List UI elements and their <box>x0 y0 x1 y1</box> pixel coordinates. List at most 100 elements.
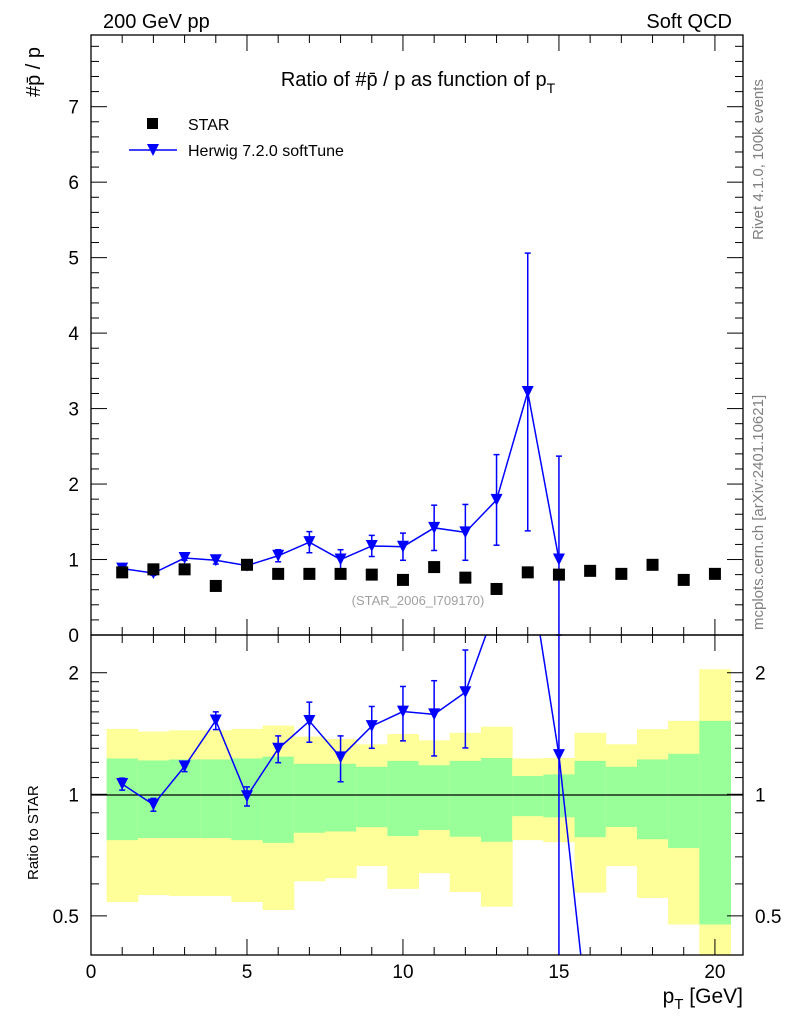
inner-uncertainty-band <box>387 760 420 837</box>
herwig-ratio-point <box>365 720 378 733</box>
inner-uncertainty-band <box>699 720 732 925</box>
ratio-y-tick-label-right: 2 <box>755 664 766 685</box>
herwig-point <box>209 554 222 567</box>
ratio-bands <box>106 669 732 955</box>
inner-uncertainty-band <box>106 758 139 841</box>
star-point <box>428 561 441 574</box>
y-axis-title: #p̄ / p <box>23 47 45 97</box>
mcplots-label: mcplots.cern.ch [arXiv:2401.10621] <box>750 395 767 630</box>
star-point <box>521 566 534 579</box>
star-point <box>240 558 253 571</box>
star-point <box>116 566 129 579</box>
ratio-y-tick-label-right: 1 <box>755 785 766 806</box>
chart-title-sub: T <box>547 80 556 96</box>
ratio-axis-ticks: 0.5 0.5 1 1 2 2 <box>53 664 782 928</box>
herwig-ratio-point <box>209 714 222 727</box>
herwig-point <box>365 539 378 552</box>
ratio-panel-frame <box>90 634 744 956</box>
star-point <box>584 564 597 577</box>
ratio-y-tick-label: 0.5 <box>53 907 79 928</box>
top-marks <box>116 252 721 635</box>
inner-uncertainty-band <box>293 763 326 833</box>
chart-title-main: Ratio of #p̄ / p as function of p <box>281 69 547 91</box>
inner-uncertainty-band <box>168 759 201 839</box>
star-point <box>147 563 160 576</box>
star-point <box>334 567 347 580</box>
inner-uncertainty-band <box>668 753 700 849</box>
star-point <box>209 579 222 592</box>
herwig-ratio-point <box>272 742 285 755</box>
star-point <box>178 563 191 576</box>
herwig-point <box>552 553 565 566</box>
inner-uncertainty-band <box>574 760 607 838</box>
legend: STAR Herwig 7.2.0 softTune <box>129 117 344 160</box>
header-left: 200 GeV pp <box>103 11 210 33</box>
herwig-point <box>459 526 472 539</box>
chart-title: Ratio of #p̄ / p as function of pT <box>281 69 556 96</box>
herwig-point <box>521 385 534 398</box>
x-tick-label: 5 <box>242 962 253 983</box>
inner-uncertainty-band <box>200 759 232 839</box>
y-tick-label: 3 <box>68 400 79 421</box>
star-point <box>459 571 472 584</box>
legend-herwig-marker <box>147 144 159 156</box>
inner-uncertainty-band <box>636 759 669 840</box>
rivet-label: Rivet 4.1.0, 100k events <box>750 79 767 240</box>
ratio-marks <box>116 635 582 955</box>
herwig-point <box>272 549 285 562</box>
x-axis-title-unit: [GeV] <box>683 985 743 1008</box>
star-point <box>303 567 316 580</box>
herwig-point <box>178 552 191 565</box>
herwig-ratio-point <box>147 798 160 811</box>
herwig-line <box>122 391 560 574</box>
legend-star-label: STAR <box>188 117 229 134</box>
herwig-point <box>303 536 316 549</box>
star-point <box>272 567 285 580</box>
herwig-ratio-point <box>459 686 472 699</box>
y-tick-label: 1 <box>68 551 79 572</box>
y-tick-label: 7 <box>68 98 79 119</box>
legend-herwig-label: Herwig 7.2.0 softTune <box>188 143 344 160</box>
inner-uncertainty-band <box>418 765 451 830</box>
header-right: Soft QCD <box>646 11 732 33</box>
herwig-ratio-point <box>178 760 191 773</box>
ratio-y-tick-label: 2 <box>68 664 79 685</box>
y-tick-label: 2 <box>68 475 79 496</box>
star-point <box>396 573 409 586</box>
herwig-point <box>396 540 409 553</box>
herwig-ratio-point <box>303 715 316 728</box>
ratio-y-axis-title: Ratio to STAR <box>25 785 42 880</box>
inner-uncertainty-band <box>356 766 388 828</box>
inner-uncertainty-band <box>512 775 544 817</box>
herwig-point <box>334 553 347 566</box>
inner-uncertainty-band <box>480 757 513 842</box>
herwig-ratio-point <box>396 705 409 718</box>
star-point <box>552 568 565 581</box>
x-axis-title-main: p <box>663 985 675 1008</box>
legend-star-marker <box>147 118 158 129</box>
y-tick-label: 0 <box>68 626 79 647</box>
y-tick-label: 4 <box>68 324 79 345</box>
x-tick-label: 20 <box>704 962 725 983</box>
herwig-ratio-point <box>552 749 565 762</box>
herwig-ratio-point <box>428 708 441 721</box>
ratio-y-tick-label: 1 <box>68 785 79 806</box>
x-tick-label: 0 <box>86 962 97 983</box>
x-tick-label: 10 <box>392 962 413 983</box>
star-point <box>490 582 503 595</box>
herwig-point <box>490 493 503 506</box>
y-tick-label: 6 <box>68 173 79 194</box>
star-point <box>646 558 659 571</box>
inner-uncertainty-band <box>262 756 295 843</box>
herwig-ratio-point <box>334 751 347 764</box>
inner-uncertainty-band <box>449 760 482 837</box>
herwig-ratio-point <box>116 778 129 791</box>
inner-uncertainty-band <box>605 766 638 827</box>
star-point <box>615 567 628 580</box>
x-axis-title: pT [GeV] <box>663 985 743 1013</box>
x-axis-title-sub: T <box>674 996 683 1013</box>
star-point <box>708 567 721 580</box>
x-tick-label: 15 <box>548 962 569 983</box>
y-tick-label: 5 <box>68 249 79 270</box>
herwig-ratio-point <box>240 790 253 803</box>
